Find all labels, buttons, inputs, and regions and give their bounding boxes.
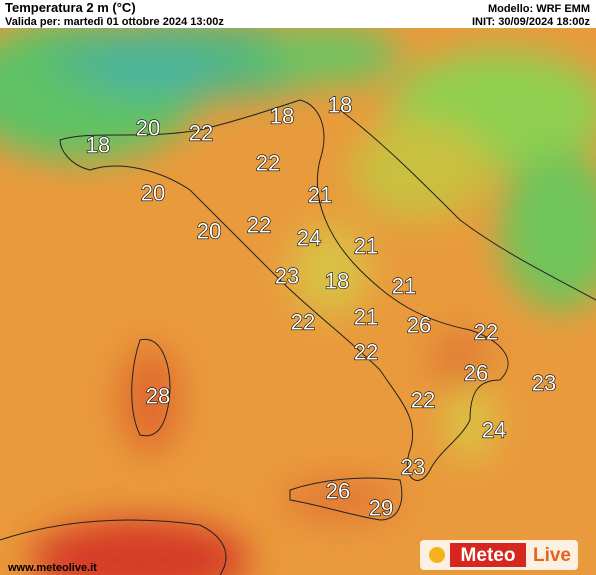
city-temperature: 24 [482,418,506,443]
city-temperature: 23 [275,264,299,289]
site-url: www.meteolive.it [7,562,97,574]
city-temperature: 22 [247,213,271,238]
logo-meteo: Meteo [461,545,516,566]
city-temperature: 22 [291,310,315,335]
city-temperature: 23 [532,371,556,396]
city-temperature: 18 [325,269,349,294]
init-time: INIT: 30/09/2024 18:00z [472,16,591,28]
city-temperature: 20 [136,116,160,141]
city-temperature: 26 [407,313,431,338]
coastlines [0,99,596,575]
city-temperature: 21 [354,305,378,330]
city-temperature: 26 [326,479,350,504]
logo-meteo-box [450,543,526,567]
city-temperature: 21 [354,234,378,259]
model-name: Modello: WRF EMM [488,3,590,15]
city-temperature: 22 [474,320,498,345]
temperature-field [0,20,596,575]
city-temperature: 26 [464,361,488,386]
city-temperature: 28 [146,384,170,409]
valid-time: Valida per: martedì 01 ottobre 2024 13:0… [5,16,224,28]
city-temperature: 18 [328,93,352,118]
city-temperature: 22 [411,388,435,413]
city-temperature: 22 [354,340,378,365]
city-temperature: 29 [369,496,393,521]
city-temperature: 22 [189,121,213,146]
city-temperature: 18 [86,133,110,158]
city-temperature: 21 [392,274,416,299]
city-temperature: 24 [297,226,321,251]
city-temperature: 23 [401,455,425,480]
city-temperature: 20 [141,181,165,206]
header-band [0,0,596,28]
city-temperature: 22 [256,151,280,176]
city-temperature: 20 [197,219,221,244]
map-title: Temperatura 2 m (°C) [5,0,136,15]
city-temperature: 21 [308,183,332,208]
logo: Meteo Live [420,540,578,570]
city-temperature: 18 [270,104,294,129]
logo-sun [429,547,445,563]
logo-live: Live [533,545,571,566]
